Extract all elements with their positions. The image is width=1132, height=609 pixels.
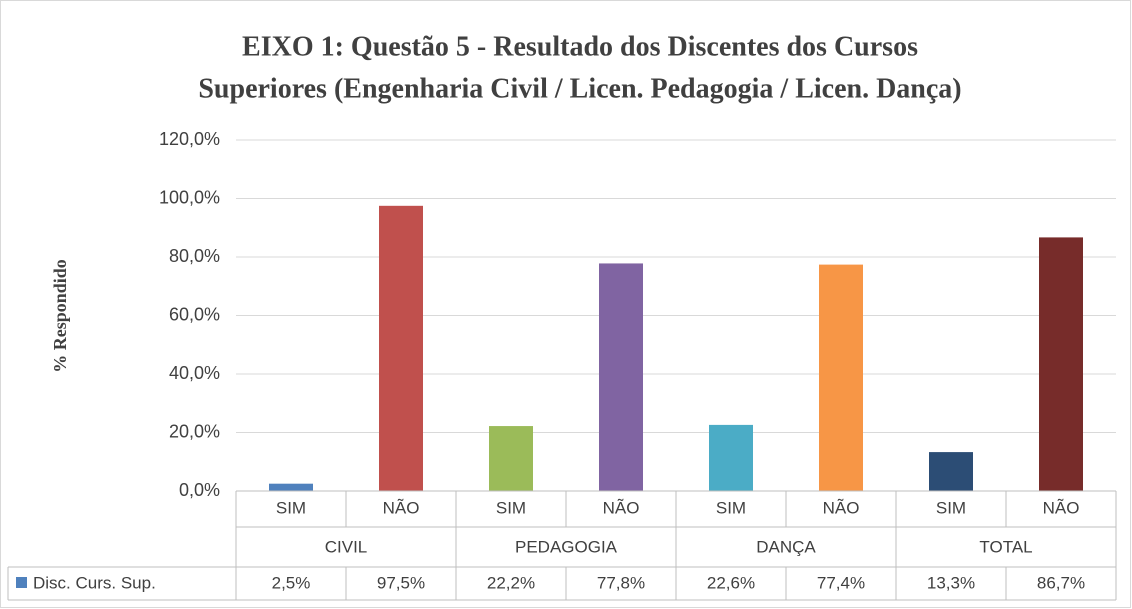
y-tick-label: 80,0% (169, 246, 220, 266)
group-label: PEDAGOGIA (515, 537, 618, 556)
legend-key (16, 577, 27, 588)
group-label: TOTAL (979, 537, 1032, 556)
x-tick-label: SIM (276, 498, 306, 517)
bar (709, 424, 753, 491)
bar (819, 264, 863, 491)
x-tick-label: SIM (936, 498, 966, 517)
data-table-value: 22,6% (707, 573, 755, 592)
chart-title: EIXO 1: Questão 5 - Resultado dos Discen… (242, 31, 918, 62)
x-tick-label: NÃO (1043, 498, 1080, 517)
y-tick-label: 40,0% (169, 363, 220, 383)
x-tick-label: NÃO (383, 498, 420, 517)
x-tick-label: SIM (496, 498, 526, 517)
x-tick-label: NÃO (823, 498, 860, 517)
y-tick-label: 0,0% (179, 480, 220, 500)
legend-label: Disc. Curs. Sup. (33, 573, 156, 592)
bar (379, 205, 423, 491)
y-axis-label: % Respondido (50, 259, 70, 373)
group-label: CIVIL (325, 537, 368, 556)
data-table-value: 13,3% (927, 573, 975, 592)
data-table-value: 22,2% (487, 573, 535, 592)
data-table-value: 86,7% (1037, 573, 1085, 592)
data-table-value: 2,5% (272, 573, 311, 592)
bar (929, 452, 973, 491)
data-table-value: 77,4% (817, 573, 865, 592)
y-tick-label: 120,0% (159, 129, 220, 149)
data-table-value: 77,8% (597, 573, 645, 592)
x-tick-label: NÃO (603, 498, 640, 517)
group-label: DANÇA (756, 537, 816, 556)
y-tick-label: 20,0% (169, 421, 220, 441)
chart-subtitle: Superiores (Engenharia Civil / Licen. Pe… (198, 73, 961, 104)
bar (269, 483, 313, 491)
y-tick-label: 60,0% (169, 304, 220, 324)
bar (599, 263, 643, 491)
x-tick-label: SIM (716, 498, 746, 517)
bar (1039, 237, 1083, 491)
y-tick-label: 100,0% (159, 187, 220, 207)
data-table-value: 97,5% (377, 573, 425, 592)
bar (489, 426, 533, 491)
